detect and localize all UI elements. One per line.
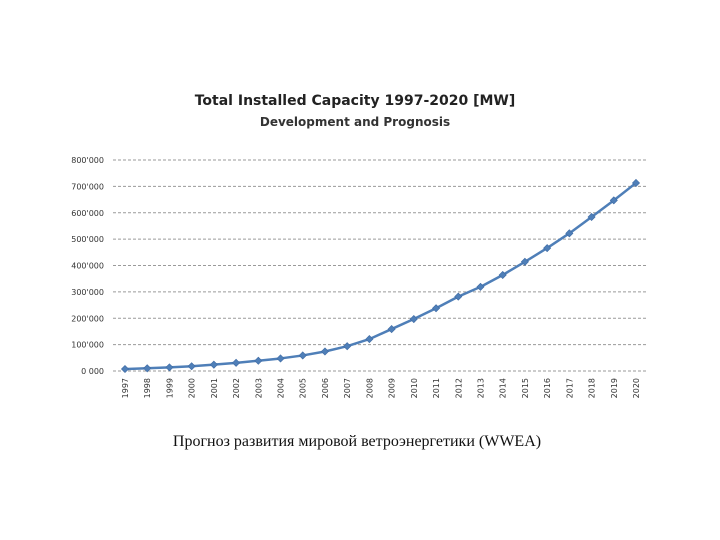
data-point [454,292,463,301]
x-tick-label: 2012 [454,378,463,398]
data-point [187,362,196,371]
data-point [520,257,529,266]
x-tick-label: 2018 [588,378,597,398]
x-tick-label: 2006 [321,378,330,398]
data-point [209,360,218,369]
caption: Прогноз развития мировой ветроэнергетики… [172,433,542,450]
data-point [298,351,307,360]
data-point [387,325,396,334]
y-tick-label: 700'000 [71,182,104,191]
x-tick-label: 2002 [232,378,241,398]
x-tick-label: 2010 [410,378,419,398]
data-point [432,304,441,313]
data-point [120,364,130,374]
chart-title: Total Installed Capacity 1997-2020 [MW] [194,93,516,109]
y-tick-label: 500'000 [71,235,104,244]
x-tick-label: 2016 [543,378,552,398]
y-tick-label: 400'000 [71,262,104,271]
data-point [609,196,618,205]
y-tick-label: 300'000 [71,288,104,297]
x-tick-label: 2019 [610,378,619,398]
series-line [124,181,637,371]
x-tick-label: 2020 [632,378,641,398]
data-point [320,347,329,356]
x-tick-label: 2007 [343,378,352,398]
data-point [587,212,596,221]
x-tick-label: 1997 [121,378,130,398]
x-tick-label: 2015 [521,378,530,398]
data-point [143,364,152,373]
data-point [254,356,263,365]
x-tick-label: 2013 [476,378,485,398]
data-point [165,363,174,372]
data-point [365,335,374,344]
x-tick-label: 2009 [388,378,397,398]
x-tick-label: 1998 [143,378,152,398]
x-tick-label: 2008 [365,378,374,398]
data-point [409,315,418,324]
y-tick-label: 0 000 [81,367,104,376]
data-point [543,244,552,253]
x-tick-label: 2000 [188,378,197,398]
data-point [232,358,241,367]
x-tick-label: 2003 [254,378,263,398]
x-tick-label: 2001 [210,378,219,398]
data-point [565,229,574,238]
y-tick-label: 600'000 [71,209,104,218]
x-tick-label: 2005 [299,378,308,398]
data-point [343,342,352,351]
y-tick-label: 800'000 [71,156,104,165]
x-tick-label: 2014 [499,378,508,398]
y-tick-label: 200'000 [71,314,104,323]
data-point [498,270,507,280]
y-tick-label: 100'000 [71,341,104,350]
x-tick-label: 2017 [565,378,574,398]
x-tick-label: 2011 [432,378,441,398]
data-point [276,354,285,363]
x-tick-label: 1999 [165,378,174,398]
x-tick-label: 2004 [277,378,286,398]
chart-subtitle: Development and Prognosis [259,115,451,129]
data-point [476,282,485,291]
data-point [631,178,641,187]
